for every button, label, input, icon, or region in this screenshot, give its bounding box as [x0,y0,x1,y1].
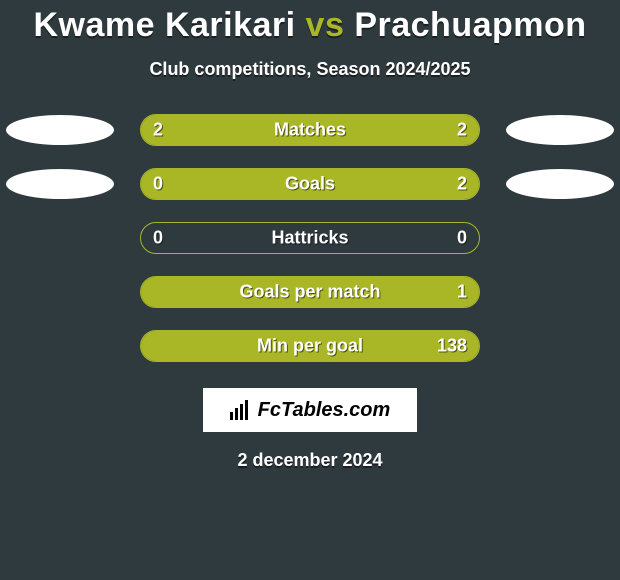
logo-box: FcTables.com [203,388,417,432]
player-left-name: Kwame Karikari [33,6,295,44]
metric-bar: 1Goals per match [140,276,480,308]
metric-label: Goals per match [141,282,479,303]
player-left-badge [6,169,114,199]
metric-label: Goals [141,174,479,195]
player-right-badge [506,115,614,145]
logo-text: FcTables.com [258,399,391,422]
comparison-title: Kwame Karikari vs Prachuapmon [0,6,620,45]
metric-bar: 138Min per goal [140,330,480,362]
metric-bar: 00Hattricks [140,222,480,254]
chart-icon [230,400,252,420]
metric-label: Min per goal [141,336,479,357]
metric-row: 138Min per goal [0,330,620,362]
player-right-name: Prachuapmon [354,6,586,44]
player-right-badge [506,169,614,199]
logo: FcTables.com [230,399,391,422]
snapshot-date: 2 december 2024 [0,450,620,471]
metric-row: 00Hattricks [0,222,620,254]
metric-row: 02Goals [0,168,620,200]
metric-bar: 02Goals [140,168,480,200]
player-left-badge [6,115,114,145]
metric-row: 22Matches [0,114,620,146]
metric-rows: 22Matches 02Goals 00Hattricks 1Goals per ma… [0,114,620,362]
metric-label: Hattricks [141,228,479,249]
vs-word: vs [306,6,345,44]
metric-row: 1Goals per match [0,276,620,308]
comparison-subtitle: Club competitions, Season 2024/2025 [0,59,620,80]
metric-bar: 22Matches [140,114,480,146]
metric-label: Matches [141,120,479,141]
